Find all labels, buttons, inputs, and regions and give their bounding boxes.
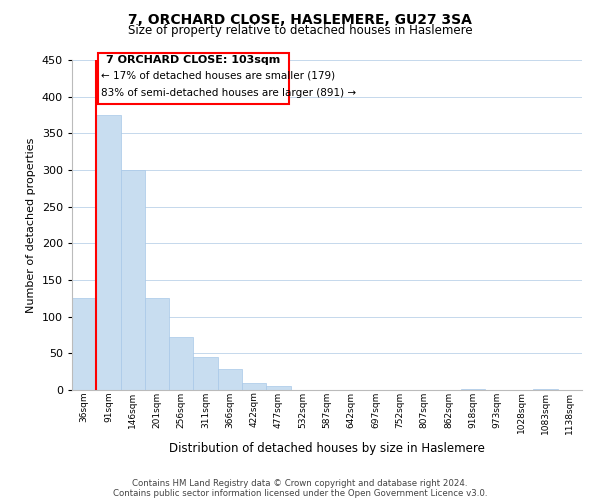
Text: 83% of semi-detached houses are larger (891) →: 83% of semi-detached houses are larger (…	[101, 88, 356, 98]
Y-axis label: Number of detached properties: Number of detached properties	[26, 138, 36, 312]
Bar	[72, 298, 96, 390]
Bar	[533, 388, 558, 390]
Bar	[461, 388, 485, 390]
Bar	[145, 298, 169, 390]
Text: Size of property relative to detached houses in Haslemere: Size of property relative to detached ho…	[128, 24, 472, 37]
Text: ← 17% of detached houses are smaller (179): ← 17% of detached houses are smaller (17…	[101, 71, 335, 81]
Text: Contains HM Land Registry data © Crown copyright and database right 2024.: Contains HM Land Registry data © Crown c…	[132, 478, 468, 488]
Text: 7 ORCHARD CLOSE: 103sqm: 7 ORCHARD CLOSE: 103sqm	[106, 55, 281, 65]
Bar	[266, 386, 290, 390]
Bar	[193, 357, 218, 390]
X-axis label: Distribution of detached houses by size in Haslemere: Distribution of detached houses by size …	[169, 442, 485, 455]
Bar	[242, 382, 266, 390]
Bar	[169, 337, 193, 390]
FancyBboxPatch shape	[97, 52, 289, 104]
Bar	[121, 170, 145, 390]
Bar	[96, 115, 121, 390]
Text: 7, ORCHARD CLOSE, HASLEMERE, GU27 3SA: 7, ORCHARD CLOSE, HASLEMERE, GU27 3SA	[128, 12, 472, 26]
Text: Contains public sector information licensed under the Open Government Licence v3: Contains public sector information licen…	[113, 488, 487, 498]
Bar	[218, 370, 242, 390]
